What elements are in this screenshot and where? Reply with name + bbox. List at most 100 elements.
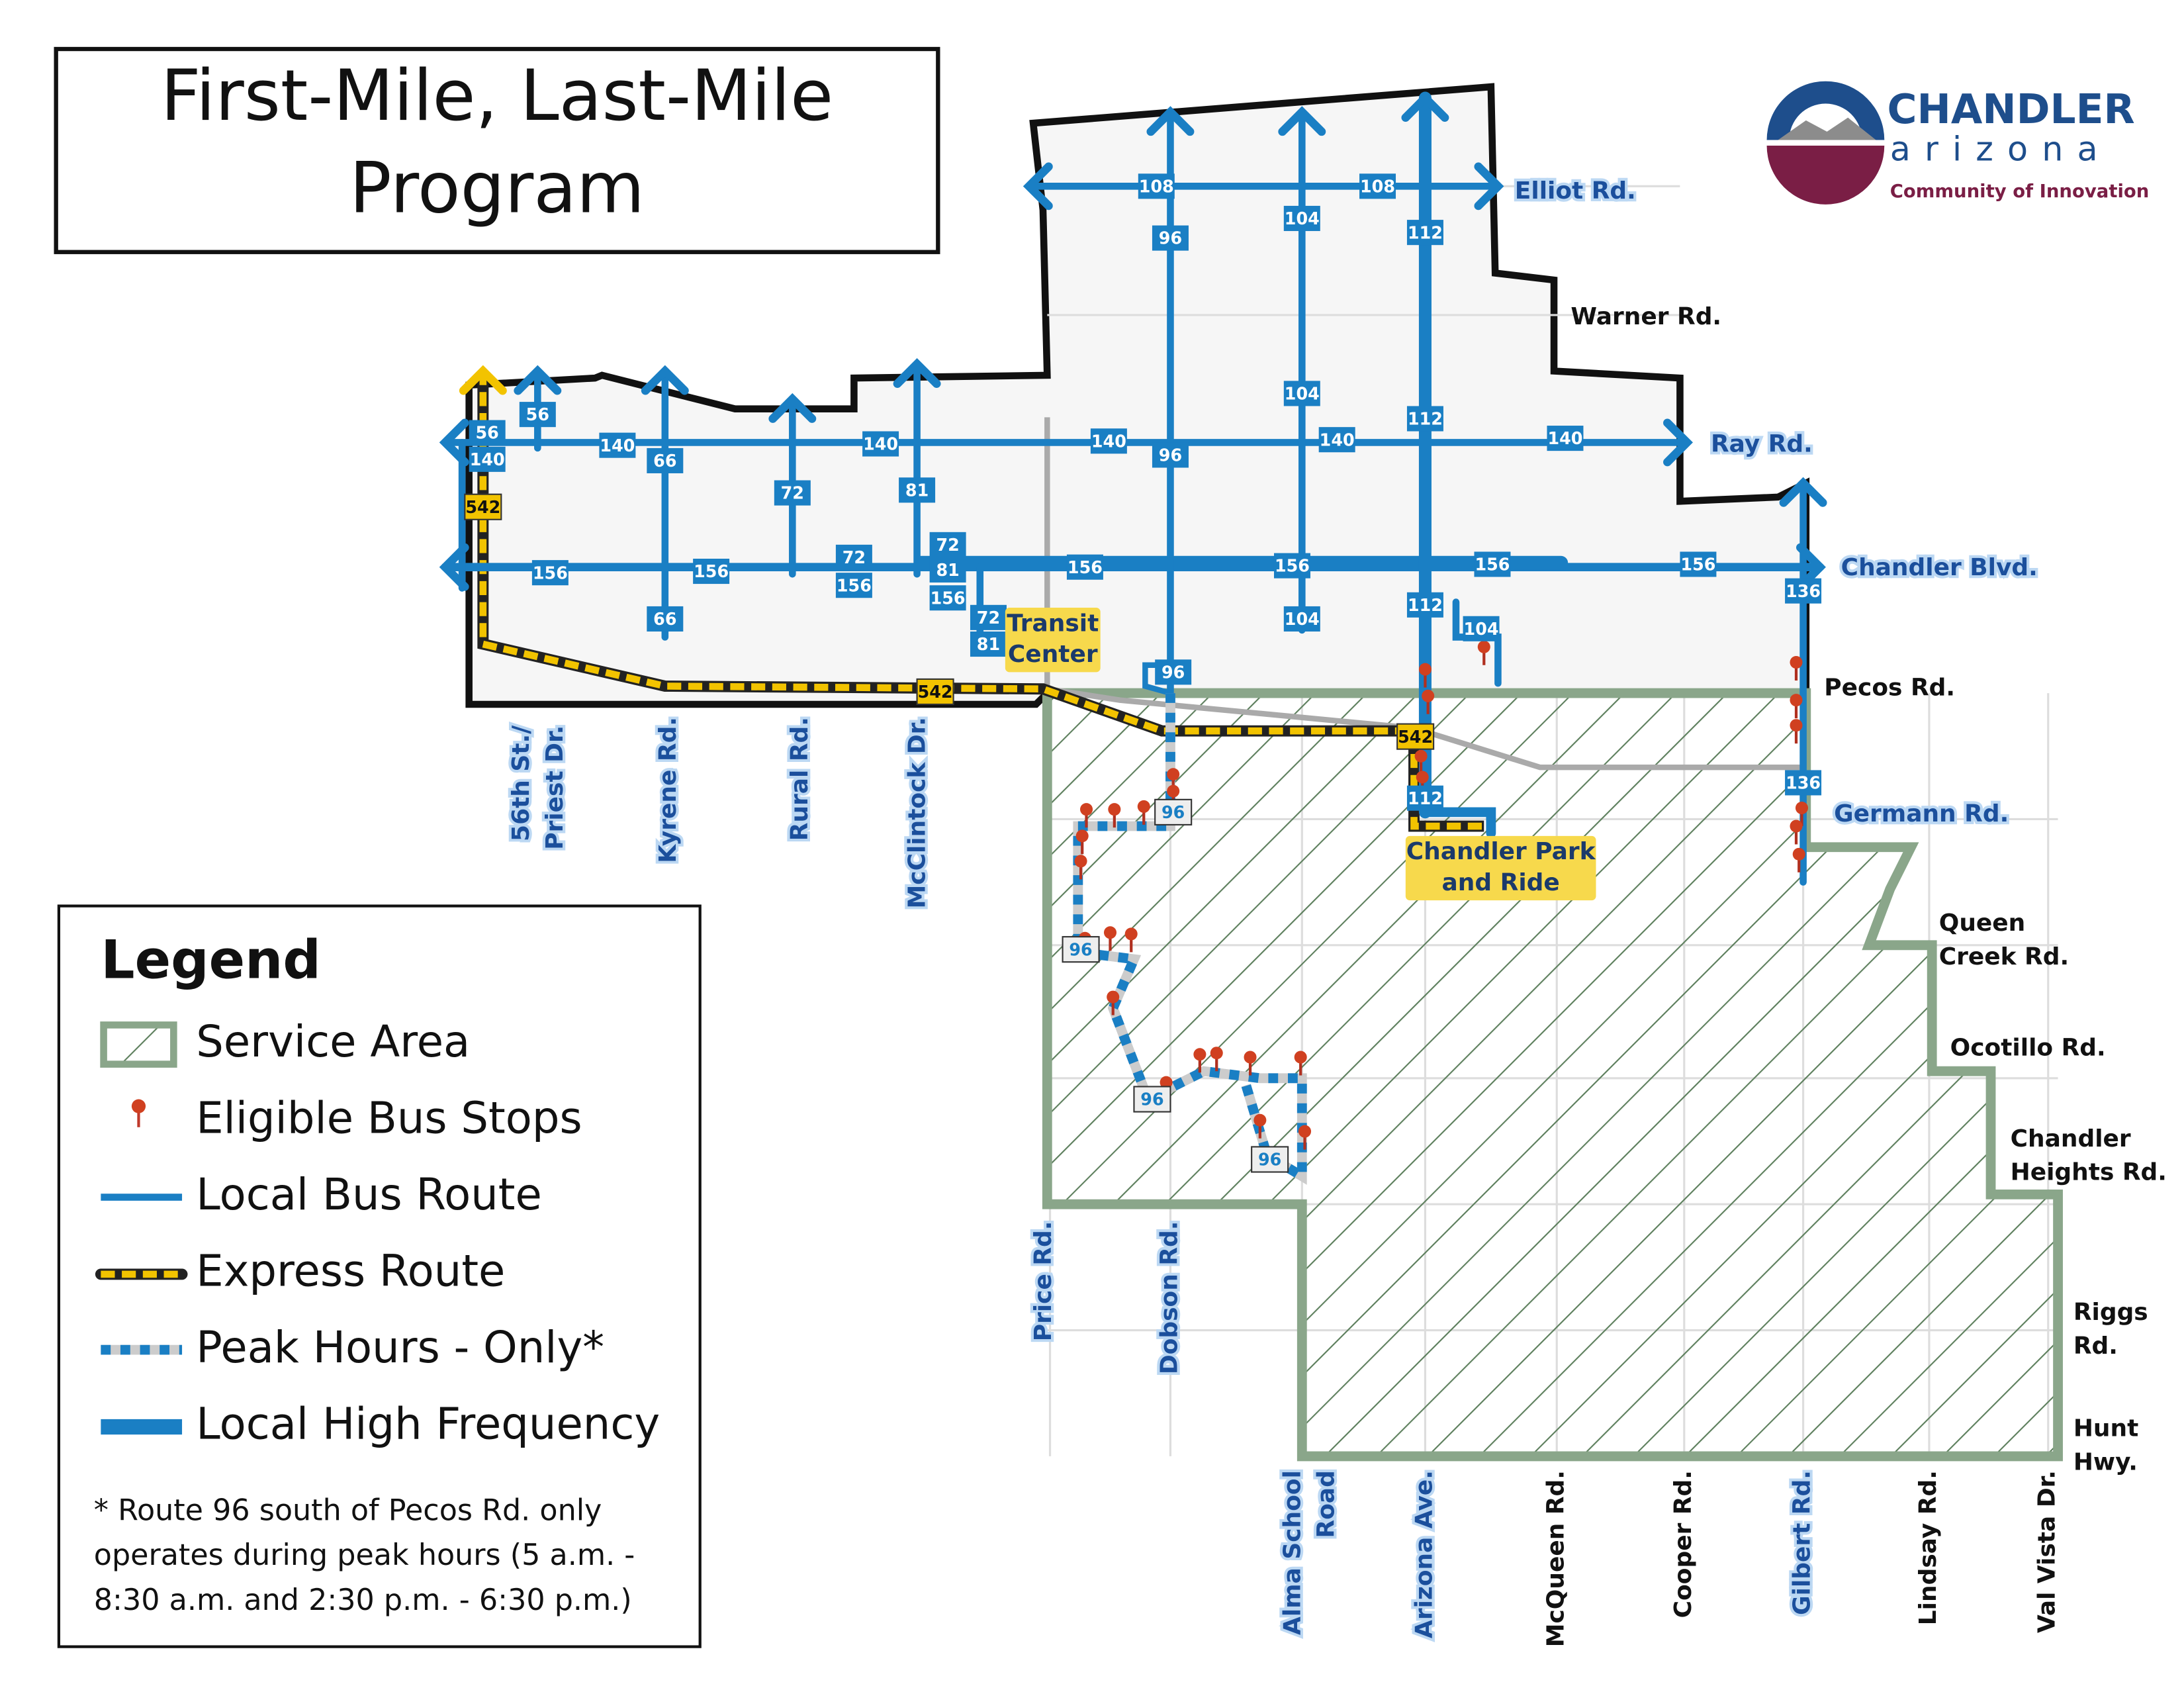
- bus-stop: [1193, 1048, 1206, 1061]
- logo-arc: [1766, 81, 1885, 140]
- route-badge: [1133, 1086, 1171, 1113]
- route-number: 112: [1408, 595, 1443, 615]
- route-number: 140: [1091, 431, 1126, 451]
- route-number: 104: [1464, 619, 1499, 639]
- road-label: Road: [1312, 1470, 1340, 1538]
- route-badge: [1474, 551, 1511, 577]
- route-arrow: [1278, 106, 1326, 136]
- logo-state: arizona: [1890, 129, 2112, 168]
- route-number: 156: [1068, 557, 1103, 577]
- road-label: Rd.: [2073, 1333, 2118, 1360]
- legend-note: 8:30 a.m. and 2:30 p.m. - 6:30 p.m.): [94, 1583, 632, 1617]
- bus-stop: [1167, 768, 1180, 781]
- route-badge: [1152, 442, 1189, 468]
- route-badge: [693, 559, 730, 585]
- route-badge: [916, 678, 954, 706]
- route-badge: [1066, 554, 1103, 580]
- route-badge: [599, 432, 636, 458]
- bus-stop: [1790, 656, 1803, 669]
- route-badge: [1062, 936, 1100, 963]
- route-badge: [1090, 428, 1127, 454]
- route-arrow: [1023, 162, 1053, 211]
- route-arrow: [459, 365, 507, 395]
- route-arrow: [1401, 92, 1449, 122]
- bus-stop: [1416, 771, 1429, 784]
- route-badge: [1785, 578, 1822, 604]
- legend-label: Peak Hours - Only*: [196, 1323, 604, 1373]
- bus-stop: [1075, 829, 1089, 843]
- bus-stop: [1124, 927, 1138, 941]
- route-number: 81: [905, 480, 929, 500]
- route-badge: [1154, 798, 1193, 825]
- route-badge: [519, 402, 556, 428]
- route-badge: [1406, 406, 1443, 432]
- route-number: 156: [694, 561, 729, 581]
- route-badge: [899, 477, 936, 503]
- route-badge: [929, 557, 966, 583]
- route-number: 81: [936, 560, 959, 580]
- legend-label: Eligible Bus Stops: [196, 1094, 582, 1144]
- road-label: Germann Rd.: [1834, 800, 2009, 827]
- route-number: 66: [653, 451, 676, 471]
- route-arrow: [1474, 162, 1504, 211]
- route-badge: [464, 493, 502, 520]
- legend-note: * Route 96 south of Pecos Rd. only: [94, 1494, 602, 1528]
- route-number: 108: [1360, 176, 1395, 196]
- title-box: [54, 46, 940, 254]
- bus-stop: [1167, 784, 1180, 798]
- logo-name: CHANDLER: [1887, 86, 2134, 133]
- route-number: 96: [1069, 939, 1092, 959]
- route-arrow: [641, 365, 689, 395]
- route-number: 108: [1139, 176, 1174, 196]
- route-number: 56: [526, 404, 549, 424]
- route-number: 140: [1320, 430, 1355, 449]
- route-number: 542: [1398, 727, 1433, 747]
- route-number: 96: [1159, 445, 1182, 465]
- route-arrow: [439, 543, 469, 591]
- road-label: Chandler Blvd.: [1841, 554, 2038, 581]
- route-badge: [929, 585, 966, 611]
- bus-route: [1420, 807, 1496, 839]
- road-label: Price Rd.: [1030, 1221, 1057, 1342]
- bus-stop: [1790, 820, 1803, 833]
- route-arrow: [893, 358, 941, 388]
- legend-note: operates during peak hours (5 a.m. -: [94, 1538, 635, 1572]
- road-labels: Elliot Rd. Warner Rd. Ray Rd. Chandler Blvd…: [505, 175, 2167, 1648]
- bus-stop: [1107, 990, 1120, 1004]
- road-label: Rural Rd.: [786, 717, 813, 841]
- bus-stops: [1074, 640, 1808, 1150]
- legend-label: Express Route: [196, 1246, 505, 1297]
- route-badge: [1406, 592, 1443, 618]
- route-badge: [1273, 553, 1310, 579]
- bus-stop: [1790, 694, 1803, 707]
- legend-label: Local High Frequency: [196, 1399, 660, 1450]
- route-badge: [970, 632, 1007, 657]
- route-badge: [647, 606, 684, 632]
- bus-stop: [1477, 640, 1490, 653]
- route-number: 72: [842, 547, 866, 567]
- place-highlight: [1405, 835, 1596, 901]
- road-label: Priest Dr.: [541, 726, 569, 850]
- route-badge: [1406, 220, 1443, 246]
- route-number: 156: [1680, 555, 1715, 575]
- route-number: 96: [1159, 228, 1182, 248]
- route-badge: [1152, 225, 1189, 251]
- road-label: Lindsay Rd.: [1915, 1470, 1942, 1625]
- route-badge: [531, 560, 569, 586]
- road-label: McClintock Dr.: [904, 717, 931, 908]
- bus-stop: [1108, 803, 1121, 816]
- legend-title: Legend: [101, 928, 321, 990]
- route-badges: 108 108 96 96 104 104 104 112 112 112 112 56 56 140 14…: [464, 173, 1822, 1173]
- route-number: 112: [1408, 788, 1443, 808]
- road-label: 56th St./: [508, 725, 535, 841]
- route-number: 140: [863, 434, 898, 454]
- route-number: 72: [936, 535, 959, 555]
- bus-stop: [1210, 1047, 1223, 1060]
- peak-route: [1073, 693, 1307, 1185]
- route-number: 72: [977, 608, 1000, 628]
- legend-swatch: [131, 1099, 146, 1113]
- bus-stop: [1103, 926, 1117, 939]
- route-number: 542: [465, 497, 500, 517]
- route-badge: [1155, 659, 1192, 685]
- route-badge: [1318, 427, 1355, 453]
